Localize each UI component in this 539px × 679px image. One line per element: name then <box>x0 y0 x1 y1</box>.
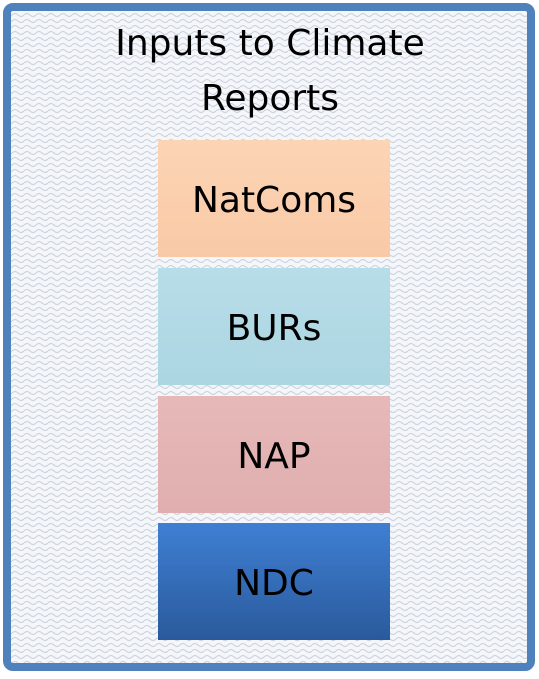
node-label: NatComs <box>192 180 356 221</box>
node-label: BURs <box>227 308 322 349</box>
title-line-1: Inputs to Climate Reports <box>115 23 425 119</box>
node-box <box>158 396 390 513</box>
node-label: NAP <box>237 436 310 477</box>
title-line: Inputs to Climate <box>115 23 425 64</box>
node-box <box>158 140 390 257</box>
node-box <box>158 523 390 640</box>
node-box <box>158 268 390 385</box>
title-line: Reports <box>201 78 339 119</box>
node-label: NDC <box>234 563 314 604</box>
